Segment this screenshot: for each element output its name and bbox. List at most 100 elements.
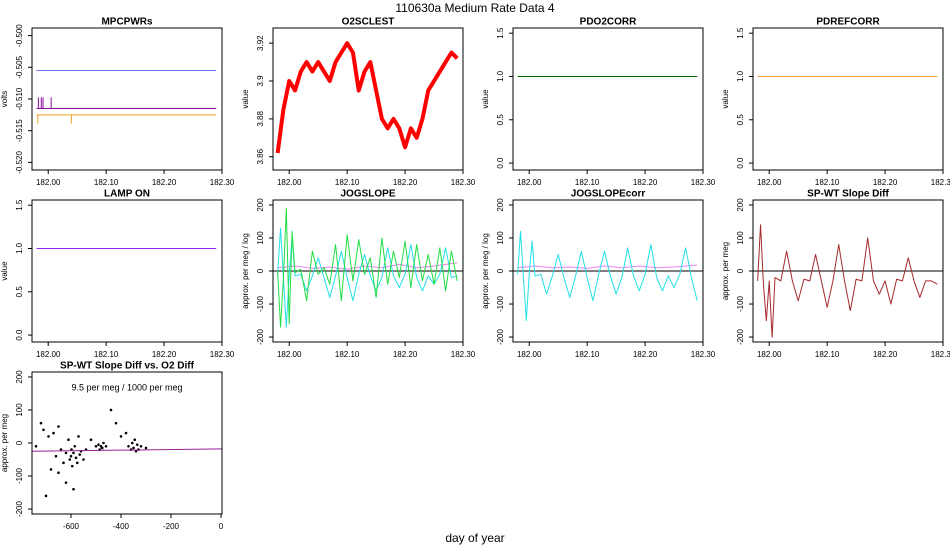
x-tick-label: 182.00: [36, 178, 61, 187]
scatter-point: [34, 445, 38, 448]
y-tick-label: -200: [736, 328, 745, 345]
scatter-point: [104, 445, 108, 448]
x-tick-label: 182.30: [210, 178, 235, 187]
y-tick-label: 1.5: [496, 27, 505, 39]
scatter-point: [59, 448, 63, 451]
series-line: [36, 97, 217, 110]
panel-title: SP-WT Slope Diff vs. O2 Diff: [60, 361, 195, 372]
scatter-point: [89, 438, 93, 441]
y-tick-label: -200: [496, 328, 505, 345]
scatter-point: [139, 445, 143, 448]
panel: SP-WT Slope Diff approx. per meg 182.00 182…: [721, 189, 950, 359]
plot-area: [32, 408, 222, 498]
scatter-point: [64, 451, 68, 455]
x-tick-label: 182.00: [36, 350, 61, 359]
x-tick-label: 182.20: [152, 350, 177, 359]
y-tick-label: 3.88: [256, 111, 265, 127]
y-tick-label: -0.505: [15, 55, 24, 78]
y-tick-label: 0: [15, 440, 24, 445]
panel: MPCPWRs volts 182.00 182.10 182.20 182.30 -0.5…: [0, 17, 235, 187]
y-tick-label: 0.0: [736, 157, 745, 169]
y-axis-label: approx. per meg / log: [241, 233, 250, 309]
panel-title: MPCPWRs: [101, 17, 153, 28]
scatter-point: [75, 461, 79, 465]
x-tick-label: 182.00: [517, 178, 542, 187]
y-tick-label: 0.5: [496, 114, 505, 126]
panel-title: LAMP ON: [104, 189, 150, 200]
series-line: [275, 41, 459, 154]
panel: JOGSLOPEcorr approx. per meg / log 182.00 1…: [481, 189, 716, 359]
scatter-point: [135, 443, 139, 446]
x-tick-label: 0: [219, 522, 224, 531]
series-line: [36, 114, 217, 124]
y-tick-label: 1.0: [496, 70, 505, 82]
plot-frame: [31, 27, 223, 171]
scatter-point: [77, 435, 80, 438]
x-tick-label: 182.30: [451, 350, 476, 359]
y-axis-label: value: [0, 261, 9, 281]
x-axis-label: day of year: [445, 531, 504, 545]
scatter-point: [114, 421, 118, 425]
scatter-point: [127, 445, 130, 448]
series-line: [517, 264, 698, 269]
plot-frame: [31, 371, 223, 515]
y-tick-label: -100: [496, 295, 505, 312]
x-tick-label: 182.00: [757, 350, 782, 359]
x-tick-label: -200: [163, 522, 180, 531]
plot-frame: [752, 199, 944, 343]
scatter-point: [57, 425, 60, 428]
plot-frame: [752, 27, 944, 171]
panel: JOGSLOPE approx. per meg / log 182.00 182.1…: [241, 189, 476, 359]
panel-title: O2SCLEST: [342, 17, 395, 28]
series-line: [277, 207, 458, 328]
scatter-point: [69, 454, 73, 458]
x-tick-label: 182.00: [277, 178, 302, 187]
x-tick-label: 182.20: [873, 350, 898, 359]
y-axis-label: approx. per meg: [721, 242, 730, 300]
y-tick-label: 0.0: [15, 329, 24, 341]
scatter-point: [109, 408, 113, 412]
x-tick-label: 182.10: [815, 350, 840, 359]
y-tick-label: -100: [15, 467, 24, 484]
scatter-point: [144, 446, 148, 450]
scatter-point: [119, 435, 123, 438]
scatter-point: [73, 445, 77, 448]
scatter-point: [39, 421, 43, 425]
x-tick-label: 182.30: [931, 350, 950, 359]
y-tick-label: 100: [256, 231, 265, 245]
panel-title: JOGSLOPEcorr: [571, 189, 646, 200]
scatter-point: [72, 487, 75, 491]
y-tick-label: -100: [256, 295, 265, 312]
scatter-point: [102, 441, 105, 445]
x-tick-label: 182.10: [575, 350, 600, 359]
y-axis-label: approx. per meg: [0, 414, 9, 472]
scatter-point: [82, 458, 85, 461]
series-line: [277, 227, 458, 328]
scatter-point: [57, 471, 60, 475]
plot-frame: [31, 199, 223, 343]
panel-title: SP-WT Slope Diff: [807, 189, 889, 200]
x-tick-label: 182.10: [815, 178, 840, 187]
y-tick-label: -0.500: [15, 24, 24, 47]
scatter-point: [70, 464, 74, 468]
page-title: 110630a Medium Rate Data 4: [395, 1, 555, 15]
x-tick-label: 182.20: [633, 178, 658, 187]
scatter-point: [42, 428, 45, 432]
plot-area: [513, 230, 703, 322]
y-tick-label: 0.5: [736, 114, 745, 126]
scatter-point: [67, 438, 70, 441]
y-tick-label: -200: [15, 500, 24, 517]
x-tick-label: 182.00: [277, 350, 302, 359]
y-tick-label: -200: [256, 328, 265, 345]
x-tick-label: -600: [63, 522, 80, 531]
plot-frame: [512, 199, 704, 343]
scatter-point: [68, 458, 72, 461]
y-tick-label: 200: [15, 370, 24, 384]
scatter-point: [124, 431, 128, 435]
y-tick-label: 3.92: [256, 35, 265, 51]
scatter-point: [70, 448, 73, 451]
scatter-point: [94, 445, 98, 448]
plot-area: [273, 207, 463, 328]
y-tick-label: 100: [736, 231, 745, 245]
x-tick-label: -400: [113, 522, 130, 531]
